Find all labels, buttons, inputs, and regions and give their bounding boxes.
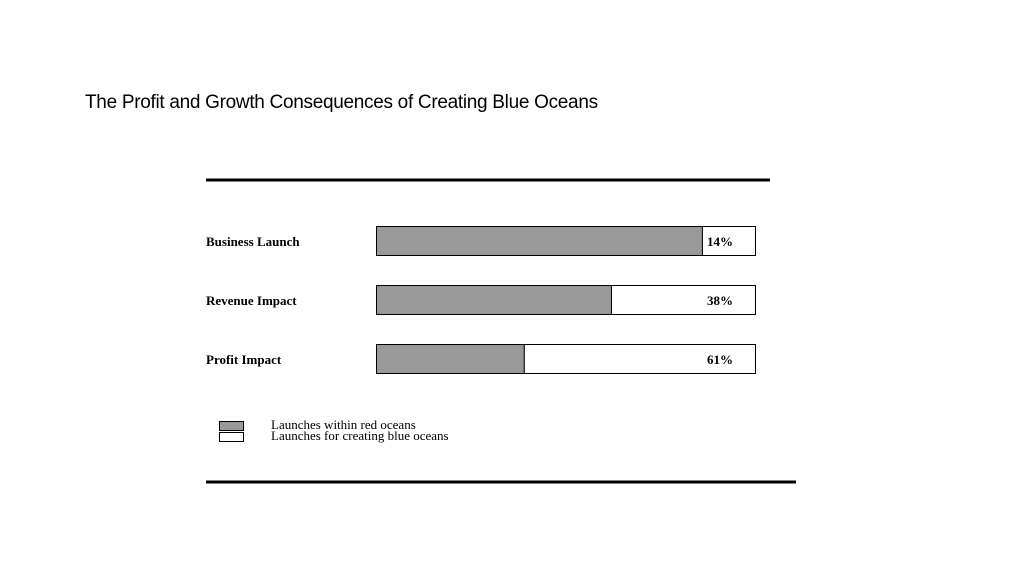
data-label: 14% xyxy=(707,234,733,249)
bar-segment-red-ocean xyxy=(376,226,703,256)
legend-swatch-blue-ocean xyxy=(219,432,244,442)
chart-top-rule xyxy=(206,178,770,182)
category-label: Profit Impact xyxy=(206,352,282,367)
legend-swatch-red-ocean xyxy=(219,421,244,431)
chart-bottom-rule xyxy=(206,480,796,484)
data-label: 38% xyxy=(707,293,733,308)
bar-segment-red-ocean xyxy=(376,285,612,315)
legend-label: Launches within red oceans xyxy=(271,417,416,432)
legend-label: Launches for creating blue oceans xyxy=(271,428,449,443)
category-label: Business Launch xyxy=(206,234,300,249)
bar-segment-red-ocean xyxy=(376,344,525,374)
category-label: Revenue Impact xyxy=(206,293,297,308)
data-label: 61% xyxy=(707,352,733,367)
bar-segment-blue-ocean xyxy=(610,285,756,315)
bar-group: Business Launch 14% Revenue Impact 38% Profi… xyxy=(206,226,757,374)
bar-segment-blue-ocean xyxy=(701,226,757,256)
slide-title: The Profit and Growth Consequences of Cr… xyxy=(85,92,598,113)
bar-segment-blue-ocean xyxy=(523,344,756,374)
